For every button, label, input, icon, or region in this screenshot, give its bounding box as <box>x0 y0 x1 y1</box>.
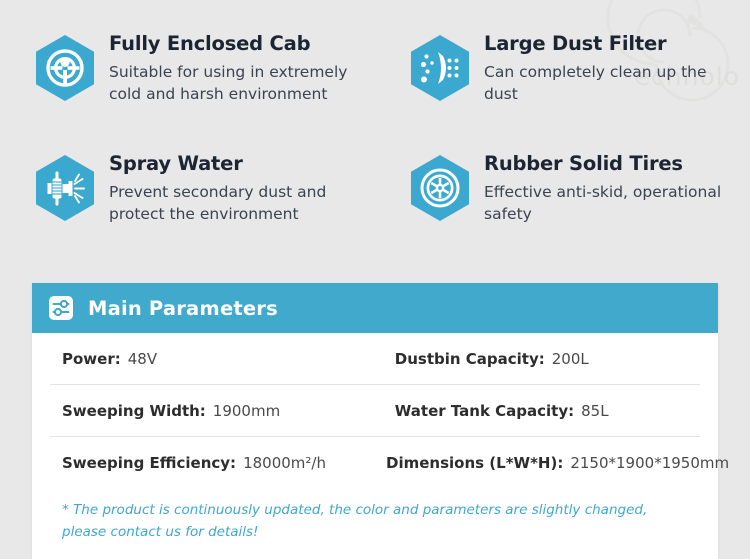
feature-text: Spray Water Prevent secondary dust and p… <box>109 138 357 225</box>
parameter-label: Sweeping Efficiency: <box>62 453 237 472</box>
card-disclaimer-note: * The product is continuously updated, t… <box>62 502 648 540</box>
dust-filter-icon <box>409 34 471 102</box>
parameter-cell-water-tank-capacity: Water Tank Capacity: 85L <box>384 402 700 420</box>
sliders-icon <box>49 296 73 320</box>
feature-item-large-dust-filter: Large Dust Filter Can completely clean u… <box>375 18 750 138</box>
feature-text: Large Dust Filter Can completely clean u… <box>484 18 732 105</box>
parameter-label: Dimensions (L*W*H): <box>386 453 564 472</box>
main-parameters-card: Main Parameters Power: 48V Dustbin Capac… <box>32 283 729 559</box>
parameter-value: 1900mm <box>212 401 281 420</box>
parameter-cell-dimensions: Dimensions (L*W*H): 2150*1900*1950mm <box>375 453 729 472</box>
parameter-label: Power: <box>62 349 121 368</box>
feature-description: Effective anti-skid, operational safety <box>484 183 722 224</box>
parameter-cell-power: Power: 48V <box>50 350 384 368</box>
feature-item-fully-enclosed-cab: Fully Enclosed Cab Suitable for using in… <box>0 18 375 138</box>
parameter-label: Dustbin Capacity: <box>394 349 545 368</box>
feature-title: Large Dust Filter <box>484 32 667 55</box>
feature-text: Fully Enclosed Cab Suitable for using in… <box>109 18 357 105</box>
parameter-value: 48V <box>127 349 158 368</box>
parameter-label: Water Tank Capacity: <box>394 401 575 420</box>
feature-item-spray-water: Spray Water Prevent secondary dust and p… <box>0 138 375 258</box>
feature-title: Fully Enclosed Cab <box>109 32 311 55</box>
parameter-value: 2150*1900*1950mm <box>570 453 730 472</box>
feature-title: Rubber Solid Tires <box>484 152 683 175</box>
parameter-value: 200L <box>551 349 589 368</box>
feature-description: Can completely clean up the dust <box>484 63 707 104</box>
feature-description: Suitable for using in extremely cold and… <box>109 63 348 104</box>
card-header: Main Parameters <box>32 283 718 333</box>
parameter-row: Sweeping Efficiency: 18000m²/h Dimension… <box>50 437 729 488</box>
parameter-label: Sweeping Width: <box>62 401 206 420</box>
parameter-value: 18000m²/h <box>243 453 326 472</box>
feature-text: Rubber Solid Tires Effective anti-skid, … <box>484 138 732 225</box>
parameters-table: Power: 48V Dustbin Capacity: 200L Sweepi… <box>32 333 729 488</box>
parameter-cell-sweeping-efficiency: Sweeping Efficiency: 18000m²/h <box>50 454 375 472</box>
parameter-row: Power: 48V Dustbin Capacity: 200L <box>50 333 700 385</box>
parameter-cell-sweeping-width: Sweeping Width: 1900mm <box>50 402 384 420</box>
tire-wheel-icon <box>409 154 471 222</box>
feature-grid: Fully Enclosed Cab Suitable for using in… <box>0 18 750 258</box>
parameter-cell-dustbin-capacity: Dustbin Capacity: 200L <box>384 350 700 368</box>
card-header-title: Main Parameters <box>88 296 278 320</box>
feature-title: Spray Water <box>109 152 243 175</box>
feature-description: Prevent secondary dust and protect the e… <box>109 183 327 224</box>
spray-nozzle-icon <box>34 154 96 222</box>
steering-wheel-icon <box>34 34 96 102</box>
feature-item-rubber-solid-tires: Rubber Solid Tires Effective anti-skid, … <box>375 138 750 258</box>
parameter-row: Sweeping Width: 1900mm Water Tank Capaci… <box>50 385 700 437</box>
parameter-value: 85L <box>581 401 609 420</box>
